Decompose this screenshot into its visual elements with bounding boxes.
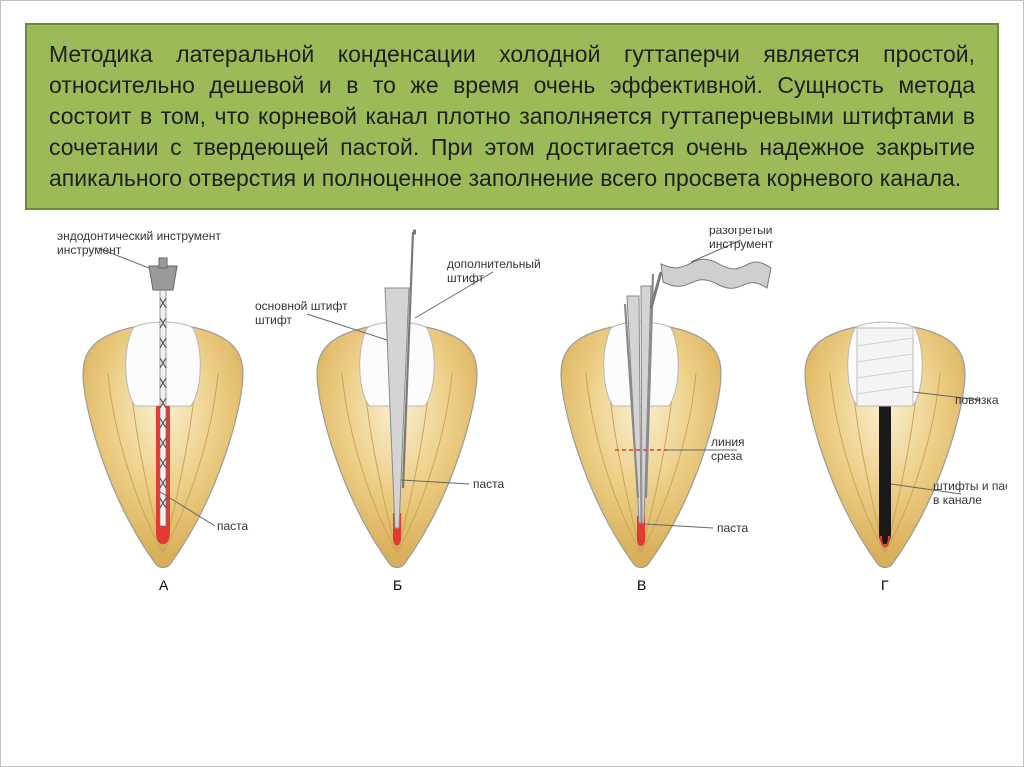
step-letter-g: Г — [881, 577, 889, 593]
label-fill: штифты и паста — [933, 479, 1007, 493]
step-letter-v: В — [637, 577, 646, 593]
step-v: разогретый инструмент линия среза паста … — [561, 228, 774, 593]
label-heated: разогретый — [709, 228, 772, 237]
step-letter-b: Б — [393, 577, 402, 593]
label-endo-instrument: эндодонтический инструмент — [57, 229, 221, 243]
label-bandage: повязка — [955, 393, 999, 407]
label-cut-line: линия — [711, 435, 745, 449]
step-g: повязка штифты и паста в канале Г — [805, 322, 1007, 593]
label-paste-v: паста — [717, 521, 749, 535]
svg-text:инструмент: инструмент — [709, 237, 774, 251]
diagram-area: эндодонтический инструмент инструмент па… — [1, 224, 1023, 614]
step-letter-a: А — [159, 577, 169, 593]
bandage-icon — [857, 328, 913, 406]
svg-text:в канале: в канале — [933, 493, 982, 507]
svg-text:среза: среза — [711, 449, 743, 463]
description-text-block: Методика латеральной конденсации холодно… — [25, 23, 999, 210]
svg-text:штифт: штифт — [255, 313, 292, 327]
heated-instrument-icon — [661, 259, 771, 288]
label-paste-a: паста — [217, 519, 249, 533]
label-paste-b: паста — [473, 477, 505, 491]
step-b: дополнительный штифт основной штифт штиф… — [255, 232, 541, 593]
step-a: эндодонтический инструмент инструмент па… — [57, 229, 249, 593]
slide: Методика латеральной конденсации холодно… — [0, 0, 1024, 767]
filled-canal-icon — [879, 406, 891, 545]
procedure-diagram: эндодонтический инструмент инструмент па… — [17, 228, 1007, 608]
description-text: Методика латеральной конденсации холодно… — [49, 41, 975, 191]
svg-text:штифт: штифт — [447, 271, 484, 285]
label-accessory: дополнительный — [447, 257, 541, 271]
label-main-pin: основной штифт — [255, 299, 348, 313]
svg-text:инструмент: инструмент — [57, 243, 122, 257]
